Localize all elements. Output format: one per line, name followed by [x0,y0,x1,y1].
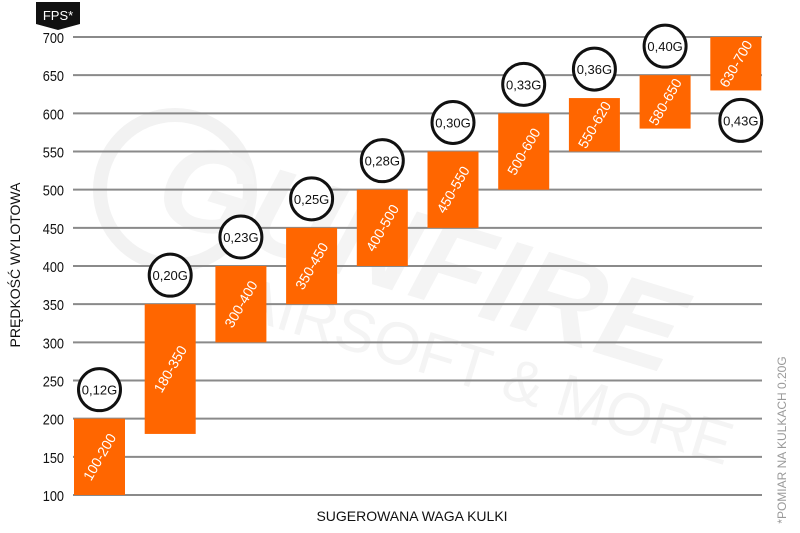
y-tick-label: 600 [43,105,64,122]
weight-circle [359,138,405,184]
weight-circle [430,100,476,145]
range-bar [427,151,479,228]
weight-circle [289,176,335,222]
weight-label: 0,25G [294,192,329,207]
y-tick-label: 100 [43,487,64,504]
weight-label: 0,33G [506,77,541,92]
weight-label: 0,40G [647,39,682,54]
y-tick-label: 550 [43,143,64,160]
y-tick-label: 650 [43,67,64,84]
weight-label: 0,43G [723,113,758,128]
range-bar [144,304,196,434]
weight-circle [718,97,764,143]
unit-badge-label: FPS* [43,8,73,23]
y-axis-label: PRĘDKOŚĆ WYLOTOWA [6,182,23,348]
weight-label: 0,20G [152,268,187,283]
y-tick-label: 400 [43,258,64,275]
weight-label: 0,23G [223,230,258,245]
unit-badge [36,2,80,30]
weight-label: 0,30G [435,116,470,131]
weight-label: 0,36G [577,62,612,77]
y-tick-label: 300 [43,334,64,351]
y-tick-label: 500 [43,182,64,199]
y-tick-label: 450 [43,220,64,237]
y-tick-label: 350 [43,296,64,313]
range-bar [710,37,762,91]
weight-label: 0,12G [82,383,117,398]
range-bar [498,113,550,190]
x-axis-label: SUGEROWANA WAGA KULKI [316,508,507,524]
weight-circle [571,46,617,92]
y-tick-label: 150 [43,449,64,466]
range-bar [74,418,125,495]
weight-circle [501,61,547,107]
footnote: *POMIAR NA KULKACH 0.20G [775,356,789,523]
range-bar [568,98,620,152]
weight-circle [218,214,264,260]
range-bar [639,75,691,129]
y-tick-label: 200 [43,411,64,428]
y-tick-label: 700 [43,29,64,46]
weight-circle [147,252,193,298]
range-bar [286,227,338,305]
y-tick-label: 250 [43,372,64,389]
weight-circle [642,23,688,69]
weight-label: 0,28G [365,154,400,169]
range-bar [215,266,267,343]
range-bar [356,189,408,266]
weight-circle [77,367,122,413]
